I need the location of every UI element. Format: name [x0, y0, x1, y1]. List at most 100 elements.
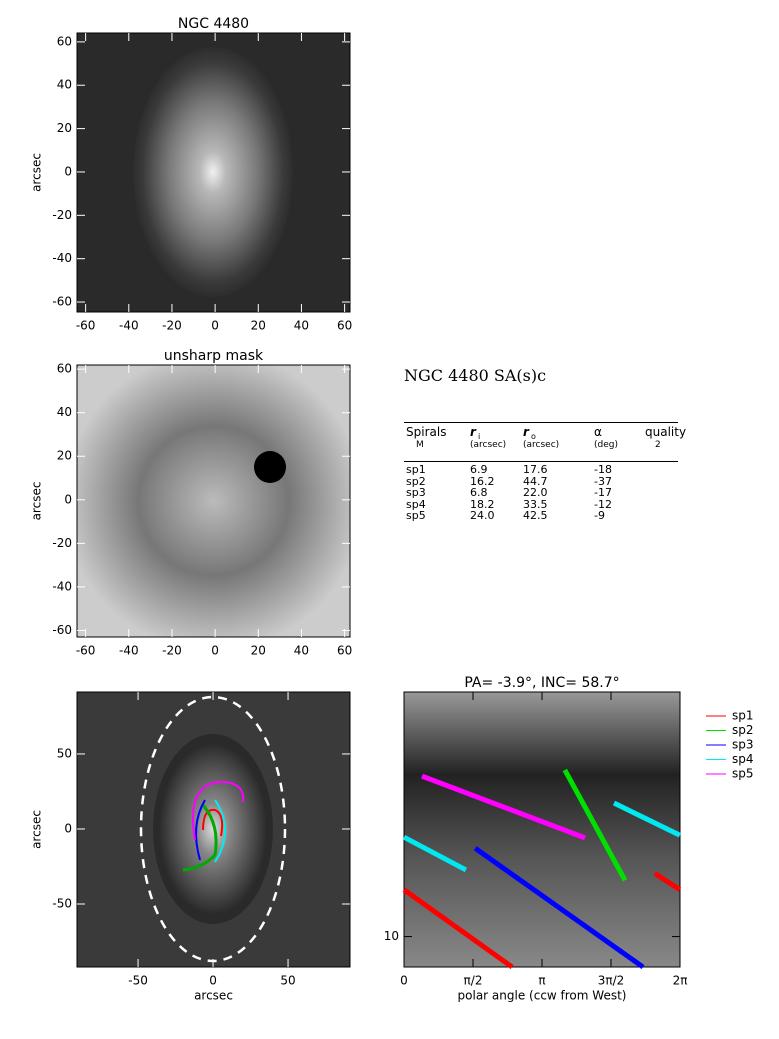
table-cell: sp1: [406, 463, 426, 476]
x-tick-label: -20: [162, 319, 182, 333]
table-cell: 18.2: [470, 497, 495, 511]
y-tick-label: -60: [52, 623, 72, 637]
table-cell: 44.7: [523, 474, 548, 488]
column-header: quality: [645, 425, 687, 439]
x-tick-label: 40: [294, 644, 309, 658]
spiral-fit: [402, 800, 682, 873]
y-tick-label: -20: [52, 208, 72, 222]
table-cell: -37: [594, 474, 612, 488]
y-axis-label: arcsec: [30, 482, 44, 521]
y-tick-label: 20: [57, 121, 72, 135]
x-axis-label: polar angle (ccw from West): [458, 989, 627, 1003]
legend-label: sp4: [732, 752, 754, 766]
star-mask: [254, 451, 286, 483]
y-tick-label: 0: [64, 164, 72, 178]
spiral-fit: [402, 871, 682, 970]
legend-label: sp1: [732, 709, 754, 723]
table-cell: -17: [594, 486, 612, 499]
legend-label: sp2: [732, 723, 754, 737]
table-title: NGC 4480 SA(s)c: [404, 366, 547, 385]
y-tick-label: 40: [57, 78, 72, 92]
table-rule: [404, 422, 678, 423]
column-unit: (arcsec): [523, 440, 560, 450]
x-tick-label: 2π: [673, 974, 688, 988]
table-cell: 16.2: [470, 474, 495, 488]
spiral-overlay: [214, 799, 226, 863]
x-tick-label: 40: [294, 319, 309, 333]
galaxy-image: [153, 734, 273, 924]
chart-title: NGC 4480: [178, 16, 249, 32]
unsharp-image: [77, 365, 350, 637]
x-tick-label: 60: [337, 319, 352, 333]
legend-label: sp3: [732, 738, 754, 752]
y-tick-label: -60: [52, 295, 72, 309]
galaxy-image: [133, 47, 293, 297]
column-header: Spirals: [406, 425, 447, 439]
table-cell: sp4: [406, 497, 426, 511]
x-tick-label: π: [538, 974, 545, 988]
x-tick-label: π/2: [464, 974, 483, 988]
y-tick-label: -50: [52, 896, 72, 910]
y-axis-label: arcsec: [30, 153, 44, 192]
x-tick-label: 20: [251, 319, 266, 333]
x-tick-label: 60: [337, 644, 352, 658]
column-sub: i: [478, 432, 481, 441]
table-rule: [404, 461, 678, 462]
table-cell: 6.9: [470, 463, 488, 476]
y-tick-label: 20: [57, 449, 72, 463]
legend-label: sp5: [732, 767, 754, 781]
chart-title: PA= -3.9°, INC= 58.7°: [464, 675, 619, 691]
column-sub: o: [531, 432, 536, 441]
table-cell: 42.5: [523, 509, 548, 522]
x-tick-label: -40: [119, 644, 139, 658]
column-unit: M: [416, 440, 424, 450]
spiral-fit: [562, 768, 628, 882]
chart-title: unsharp mask: [164, 348, 264, 364]
x-tick-label: 0: [209, 974, 217, 988]
column-header: r: [523, 425, 529, 439]
polar-image: [404, 692, 680, 967]
x-tick-label: -50: [128, 974, 148, 988]
column-unit: (deg): [594, 440, 618, 450]
spiral-overlay: [182, 804, 218, 872]
x-axis-label: arcsec: [194, 989, 233, 1003]
spiral-fit: [473, 846, 645, 970]
y-tick-label: 0: [64, 821, 72, 835]
y-tick-label: -40: [52, 251, 72, 265]
spiral-overlay: [192, 780, 245, 841]
y-tick-label: 50: [57, 746, 72, 760]
column-header: r: [470, 425, 476, 439]
x-tick-label: -40: [119, 319, 139, 333]
spiral-overlay: [195, 799, 206, 861]
table-cell: 22.0: [523, 486, 548, 499]
x-tick-label: -60: [76, 319, 96, 333]
y-tick-label: 10: [384, 929, 399, 943]
y-tick-label: 40: [57, 405, 72, 419]
column-header: α: [594, 425, 602, 439]
table-cell: sp2: [406, 474, 426, 488]
table-cell: 33.5: [523, 497, 548, 511]
column-unit: (arcsec): [470, 440, 507, 450]
table-cell: 17.6: [523, 463, 548, 476]
x-tick-label: 50: [280, 974, 295, 988]
x-tick-label: -20: [162, 644, 182, 658]
table-cell: 24.0: [470, 509, 495, 522]
x-tick-label: 20: [251, 644, 266, 658]
spiral-fit: [421, 773, 586, 841]
plot-frame: [76, 364, 351, 638]
y-axis-label: arcsec: [30, 810, 44, 849]
y-tick-label: 0: [64, 492, 72, 506]
y-tick-label: 60: [57, 34, 72, 48]
x-tick-label: -60: [76, 644, 96, 658]
table-cell: -18: [594, 463, 612, 476]
table-cell: -12: [594, 497, 612, 511]
x-tick-label: 3π/2: [598, 974, 625, 988]
table-cell: -9: [594, 509, 605, 522]
y-tick-label: -40: [52, 579, 72, 593]
y-tick-label: 60: [57, 362, 72, 376]
column-unit: 2: [655, 440, 661, 450]
x-tick-label: 0: [211, 319, 219, 333]
spiral-overlay: [202, 808, 224, 837]
